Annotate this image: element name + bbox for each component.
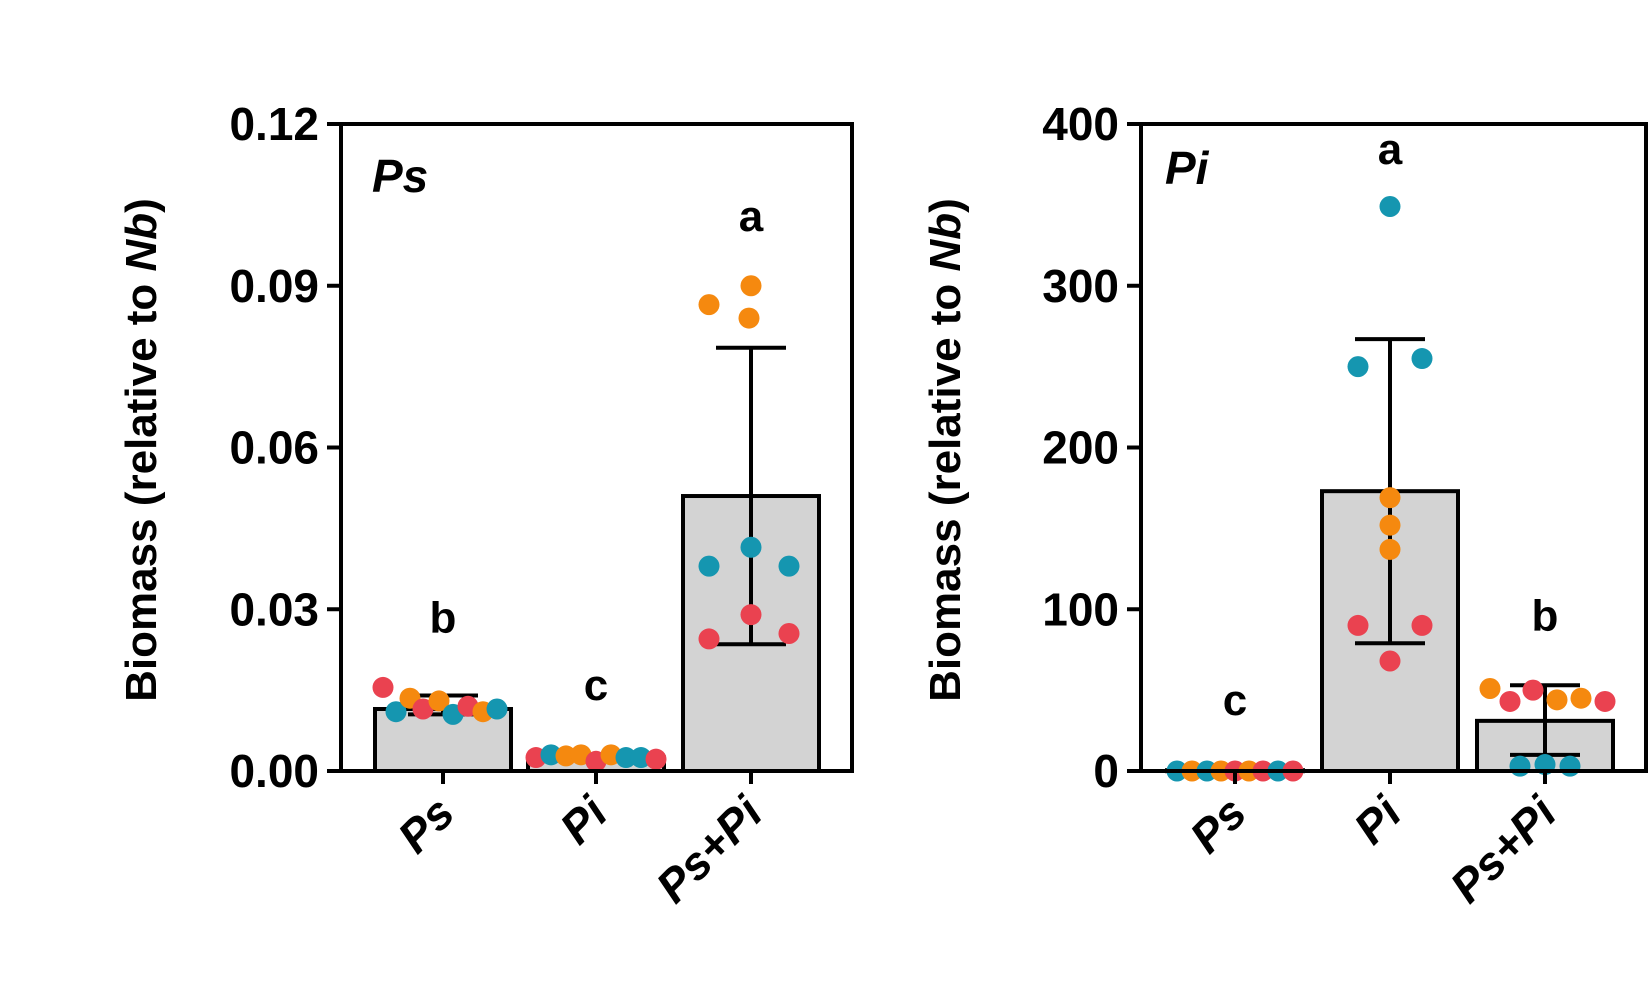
panel-ps-data-point — [615, 747, 637, 769]
panel-pi-data-point — [1347, 356, 1369, 378]
panel-ps-significance-letter: b — [430, 593, 457, 642]
panel-pi: Pi Biomass (relative to Nb) 0 100 200 300 40… — [921, 98, 1648, 913]
panel-ps-data-point — [740, 604, 762, 626]
panel-pi-y-tick-label: 100 — [1042, 583, 1119, 635]
panel-ps-x-tick-label: Ps+Pi — [646, 785, 773, 912]
panel-pi-data-point — [1411, 348, 1433, 370]
panel-ps-data-point — [740, 536, 762, 558]
panel-ps-data-point — [428, 690, 450, 712]
panel-pi-data-point — [1522, 679, 1544, 701]
panel-pi-data-point — [1379, 538, 1401, 560]
panel-ps-y-tick-label: 0.12 — [229, 98, 319, 150]
panel-ps-y-tick-label: 0.09 — [229, 260, 319, 312]
panel-ps-data-point — [740, 275, 762, 297]
panel-ps-data-point — [412, 698, 434, 720]
panel-ps-data-point — [698, 555, 720, 577]
panel-ps-x-tick-label: Pi — [550, 785, 618, 853]
panel-ps-significance-letter: a — [739, 192, 764, 241]
panel-ps: Ps Biomass (relative to Nb) 0.00 0.03 0.06… — [117, 98, 854, 913]
panel-ps-y-tick-label: 0.00 — [229, 745, 319, 797]
panel-pi-y-tick-label: 200 — [1042, 422, 1119, 474]
panel-pi-y-tick-label: 300 — [1042, 260, 1119, 312]
panel-ps-data-point — [778, 555, 800, 577]
panel-ps-data-point — [372, 676, 394, 698]
panel-pi-data-point — [1379, 487, 1401, 509]
panel-pi-significance-letter: c — [1223, 676, 1247, 725]
panel-pi-y-axis-label: Biomass (relative to Nb) — [921, 198, 970, 702]
panel-ps-label: Ps — [372, 150, 428, 202]
panel-pi-data-point — [1411, 614, 1433, 636]
panel-ps-data-point — [385, 701, 407, 723]
panel-ps-data-point — [555, 745, 577, 767]
panel-ps-data-point — [540, 744, 562, 766]
panel-pi-data-point — [1509, 755, 1531, 777]
panel-ps-data-point — [486, 698, 508, 720]
panel-pi-data-point — [1499, 690, 1521, 712]
panel-pi-data-point — [1379, 650, 1401, 672]
panel-pi-x-tick-label: Ps — [1180, 786, 1257, 863]
panel-pi-data-point — [1546, 689, 1568, 711]
panel-pi-label: Pi — [1165, 142, 1210, 194]
panel-pi-data-point — [1379, 195, 1401, 217]
panel-ps-data-point — [778, 623, 800, 645]
panel-ps-data-point — [645, 748, 667, 770]
panel-pi-significance-letter: a — [1378, 125, 1403, 174]
panel-ps-data-point — [698, 628, 720, 650]
panel-pi-data-point — [1570, 687, 1592, 709]
panel-pi-significance-letter: b — [1532, 591, 1559, 640]
panel-pi-data-point — [1379, 514, 1401, 536]
panel-ps-y-axis-label: Biomass (relative to Nb) — [117, 198, 166, 702]
panel-pi-x-tick-label: Pi — [1344, 785, 1412, 853]
panel-pi-y-tick-label: 0 — [1093, 745, 1119, 797]
panel-ps-x-tick-label: Ps — [388, 786, 465, 863]
panel-pi-x-tick-label: Ps+Pi — [1440, 785, 1567, 912]
panel-pi-data-point — [1347, 614, 1369, 636]
panel-ps-y-tick-label: 0.06 — [229, 422, 319, 474]
panel-ps-data-point — [738, 307, 760, 329]
panel-ps-y-tick-label: 0.03 — [229, 583, 319, 635]
panel-pi-y-tick-label: 400 — [1042, 98, 1119, 150]
panel-pi-data-point — [1479, 678, 1501, 700]
panel-pi-data-point — [1594, 690, 1616, 712]
panel-ps-significance-letter: c — [584, 661, 608, 710]
panel-pi-data-point — [1559, 755, 1581, 777]
panel-ps-data-point — [698, 294, 720, 316]
